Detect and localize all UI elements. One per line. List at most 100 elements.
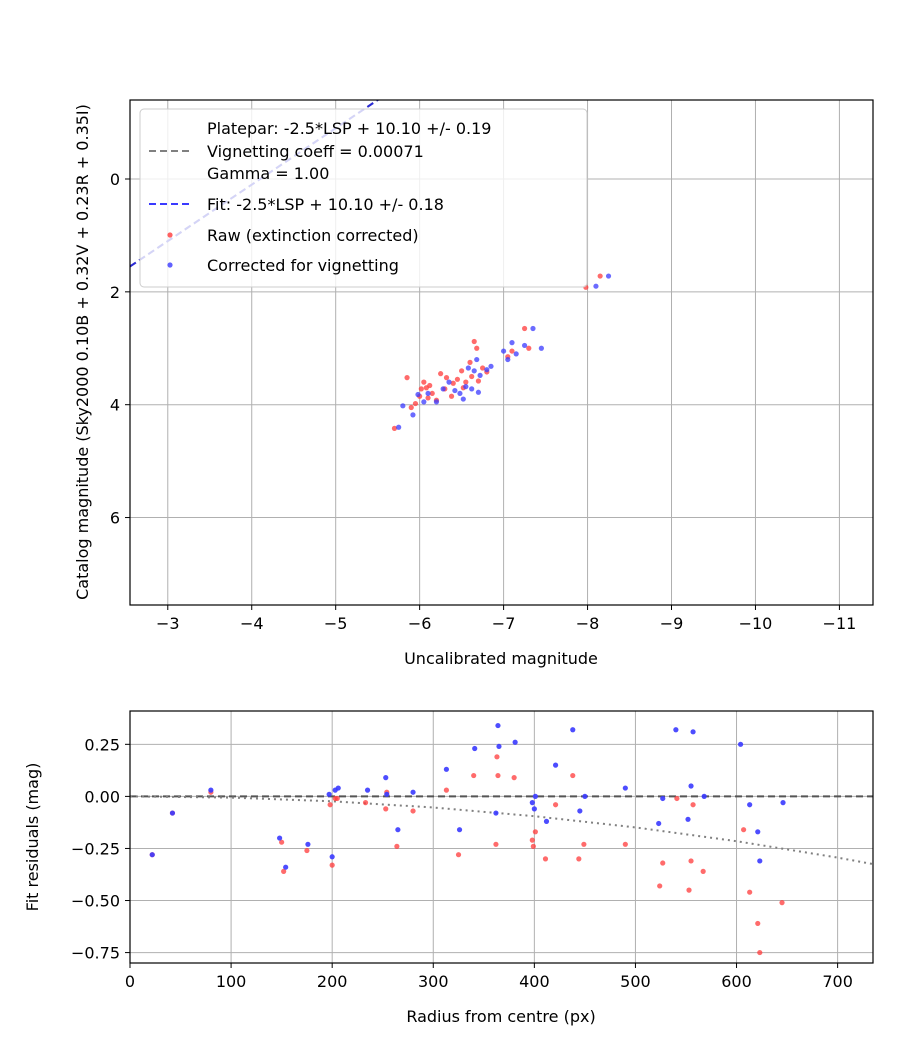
bottom-corrected-point xyxy=(493,810,499,816)
bottom-raw-point xyxy=(581,841,587,847)
top-raw-point xyxy=(450,380,456,386)
top-corrected-point xyxy=(471,368,477,374)
top-x-tick-label: −7 xyxy=(492,614,516,633)
legend-entry: Vignetting coeff = 0.00071 xyxy=(207,142,424,161)
bottom-corrected-point xyxy=(496,743,502,750)
top-corrected-point xyxy=(421,399,427,405)
top-corrected-point xyxy=(452,387,458,394)
bottom-corrected-point xyxy=(660,795,666,802)
bottom-corrected-point xyxy=(582,793,588,799)
top-data-points xyxy=(391,273,612,431)
bottom-x-tick-label: 400 xyxy=(519,972,550,991)
bottom-raw-point xyxy=(493,841,499,847)
top-corrected-point xyxy=(505,356,511,363)
bottom-ticks: 0 100 200 300 400 500 600 700 0.25 0.00 −0.25 −0.50… xyxy=(71,735,853,991)
bottom-x-tick-label: 0 xyxy=(125,972,135,991)
top-raw-point xyxy=(412,400,419,407)
top-x-tick-label: −11 xyxy=(823,614,857,633)
bottom-y-tick-label: −0.25 xyxy=(71,839,120,858)
top-corrected-point xyxy=(513,351,519,357)
top-corrected-point xyxy=(474,356,480,363)
top-y-tick-label: 6 xyxy=(110,509,120,528)
bottom-raw-point xyxy=(495,772,501,779)
bottom-raw-point xyxy=(757,949,763,956)
top-raw-point xyxy=(443,375,450,381)
bottom-chart: 0 100 200 300 400 500 600 700 0.25 0.00 −0.25 −0.50… xyxy=(23,710,874,1026)
bottom-raw-point xyxy=(471,772,477,779)
bottom-raw-point xyxy=(660,860,666,866)
bottom-x-tick-label: 300 xyxy=(418,972,449,991)
bottom-raw-point xyxy=(327,802,333,808)
bottom-raw-point xyxy=(443,787,450,793)
top-raw-point xyxy=(459,368,465,374)
bottom-raw-point xyxy=(334,795,340,802)
top-corrected-point xyxy=(484,367,490,373)
legend-handle-marker xyxy=(167,262,173,268)
bottom-y-tick-label: −0.50 xyxy=(71,892,120,911)
top-raw-point xyxy=(408,404,414,411)
top-plot-frame xyxy=(129,99,874,606)
bottom-corrected-point xyxy=(472,745,478,752)
top-corrected-point xyxy=(463,384,469,390)
bottom-corrected-point xyxy=(395,827,401,833)
bottom-raw-point xyxy=(700,868,706,874)
bottom-raw-point xyxy=(511,775,517,781)
bottom-corrected-point xyxy=(326,791,332,797)
bottom-corrected-point xyxy=(512,739,518,745)
top-raw-point xyxy=(467,359,473,365)
bottom-raw-point xyxy=(410,808,416,814)
top-corrected-point xyxy=(457,390,463,397)
bottom-corrected-point xyxy=(532,793,538,799)
legend-entry: Platepar: -2.5*LSP + 10.10 +/- 0.19 xyxy=(207,119,491,138)
top-raw-point xyxy=(391,425,398,431)
bottom-raw-point xyxy=(542,856,549,862)
top-raw-point xyxy=(521,325,528,332)
bottom-raw-point xyxy=(530,843,536,849)
bottom-corrected-point xyxy=(384,791,390,797)
bottom-x-tick-label: 700 xyxy=(822,972,853,991)
top-x-tick-label: −8 xyxy=(576,614,600,633)
bottom-raw-point xyxy=(281,868,287,874)
bottom-raw-point xyxy=(741,827,747,833)
bottom-corrected-point xyxy=(570,727,576,733)
bottom-raw-point xyxy=(455,852,462,858)
bottom-raw-point xyxy=(494,754,500,760)
top-x-axis-label: Uncalibrated magnitude xyxy=(404,649,598,668)
bottom-raw-point xyxy=(570,772,576,779)
bottom-corrected-point xyxy=(456,827,463,833)
top-x-tick-label: −5 xyxy=(324,614,348,633)
top-raw-point xyxy=(480,365,486,371)
bottom-corrected-point xyxy=(685,816,691,822)
top-y-tick-label: 0 xyxy=(110,170,120,189)
bottom-raw-point xyxy=(362,800,369,806)
bottom-corrected-point xyxy=(410,789,416,795)
bottom-corrected-point xyxy=(747,802,753,808)
bottom-x-tick-label: 200 xyxy=(317,972,348,991)
bottom-corrected-point xyxy=(208,787,214,793)
top-raw-point xyxy=(418,386,424,392)
top-raw-point xyxy=(471,338,477,345)
bottom-x-tick-label: 100 xyxy=(216,972,247,991)
bottom-corrected-point xyxy=(622,785,628,791)
top-raw-point xyxy=(469,373,475,380)
top-y-axis-label: Catalog magnitude (Sky2000 0.10B + 0.32V… xyxy=(73,104,92,600)
bottom-corrected-point xyxy=(755,829,761,835)
top-raw-point xyxy=(454,376,461,382)
bottom-plot-frame xyxy=(129,710,874,964)
bottom-raw-point xyxy=(779,900,785,906)
legend-entry: Corrected for vignetting xyxy=(207,256,399,275)
top-corrected-point xyxy=(500,348,507,354)
bottom-corrected-point xyxy=(149,852,155,858)
bottom-raw-point xyxy=(657,883,663,889)
bottom-raw-point xyxy=(674,795,680,802)
bottom-corrected-point xyxy=(383,775,389,781)
bottom-corrected-point xyxy=(577,808,583,814)
bottom-corrected-point xyxy=(701,793,707,799)
bottom-corrected-point xyxy=(277,835,283,841)
top-corrected-point xyxy=(415,391,421,398)
top-raw-point xyxy=(463,379,469,385)
top-corrected-point xyxy=(446,379,452,385)
top-raw-point xyxy=(438,371,444,377)
bottom-y-axis-label: Fit residuals (mag) xyxy=(23,763,42,912)
bottom-corrected-point xyxy=(543,818,550,824)
